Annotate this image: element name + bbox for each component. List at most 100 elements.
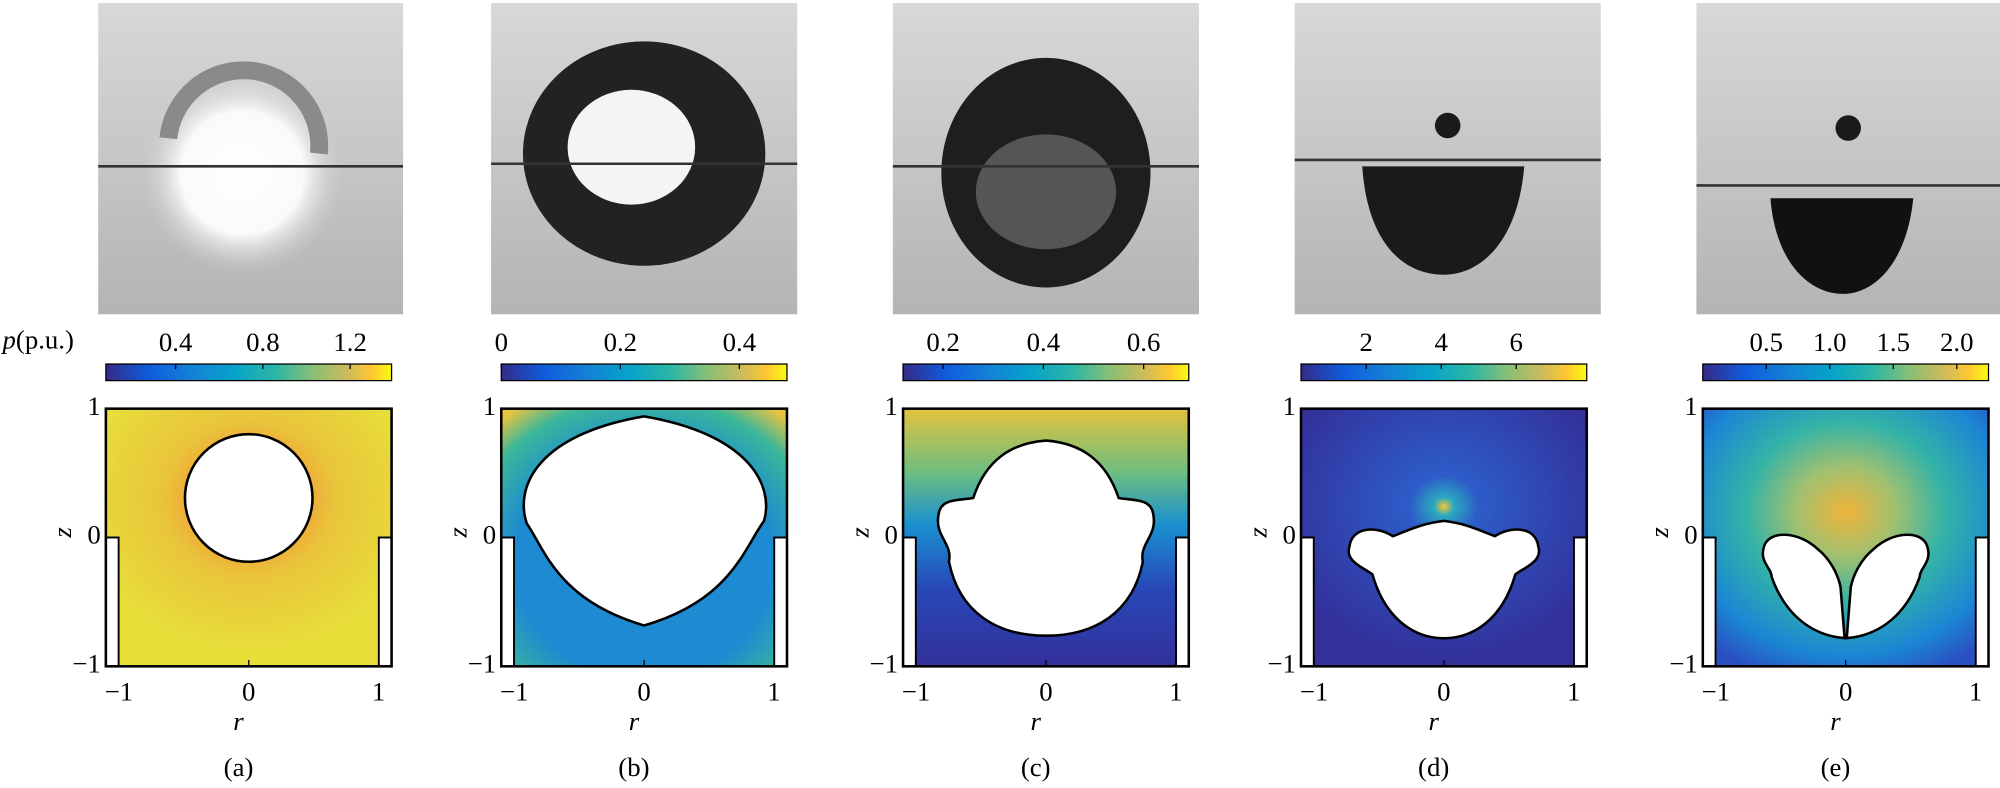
colorbar-tick-label: 0.4 xyxy=(159,327,192,357)
y-tick-label: 1 xyxy=(87,391,100,421)
x-tick-label: −1 xyxy=(1702,677,1730,707)
colorbar-tick-label: 0.6 xyxy=(1127,327,1160,357)
colorbar-tick-label: 1.2 xyxy=(333,327,366,357)
x-tick-label: 0 xyxy=(637,677,650,707)
x-tick-label: 0 xyxy=(1039,677,1052,707)
photos xyxy=(98,3,2000,315)
colorbar xyxy=(500,363,788,382)
photo-glow xyxy=(567,89,696,205)
panel-label: (e) xyxy=(1821,752,1851,782)
colorbar-tick-label: 4 xyxy=(1435,327,1448,357)
photo-inner xyxy=(975,134,1117,250)
y-tick-label: 0 xyxy=(87,520,100,550)
y-tick-label: 0 xyxy=(1684,520,1697,550)
panel-label: (d) xyxy=(1418,752,1449,782)
wall xyxy=(773,536,788,668)
x-tick-label: 1 xyxy=(1169,677,1182,707)
y-axis-label: z xyxy=(47,527,77,539)
y-tick-label: −1 xyxy=(468,648,496,678)
x-tick-label: 0 xyxy=(1839,677,1852,707)
y-tick-label: 0 xyxy=(1283,520,1296,550)
water-lines xyxy=(98,158,2000,187)
panel-label: (a) xyxy=(224,752,254,782)
x-tick-label: 1 xyxy=(1969,677,1982,707)
colorbar xyxy=(902,363,1190,382)
panel-label: (c) xyxy=(1021,752,1051,782)
colorbar xyxy=(105,363,393,382)
photo-bubble xyxy=(1770,198,1914,294)
y-tick-label: −1 xyxy=(1267,648,1295,678)
photo-jet xyxy=(1434,112,1461,139)
wall xyxy=(902,536,917,668)
photo-rim xyxy=(159,61,329,155)
x-tick-label: 1 xyxy=(1567,677,1580,707)
y-tick-label: 1 xyxy=(1684,391,1697,421)
y-axis-label: z xyxy=(443,527,473,539)
y-axis-label: z xyxy=(1644,527,1674,539)
wall xyxy=(1573,536,1588,668)
unit: (p.u.) xyxy=(16,324,74,354)
panel: 2 4 6 −1 0 1 −1 0 1 r z (d) xyxy=(1242,327,1589,782)
y-tick-label: 1 xyxy=(885,391,898,421)
photo-bubble xyxy=(1362,166,1525,275)
y-tick-label: −1 xyxy=(72,648,100,678)
x-axis-label: r xyxy=(629,706,640,736)
x-axis-label: r xyxy=(1031,706,1042,736)
panel: 0 0.2 0.4 −1 0 1 −1 0 1 r z (b) xyxy=(443,327,789,782)
x-tick-label: −1 xyxy=(902,677,930,707)
colorbar-tick-label: 0.4 xyxy=(723,327,756,357)
x-tick-label: 1 xyxy=(767,677,780,707)
colorbar-tick-label: 0.2 xyxy=(926,327,959,357)
wall xyxy=(1300,536,1315,668)
x-tick-label: −1 xyxy=(500,677,528,707)
photo-bubble xyxy=(140,70,345,275)
panel-label: (b) xyxy=(618,752,649,782)
panel: 0.2 0.4 0.6 −1 0 1 −1 0 1 r z (c) xyxy=(844,327,1191,782)
y-tick-label: 1 xyxy=(483,391,496,421)
photo-jet xyxy=(1835,115,1861,141)
y-tick-label: 0 xyxy=(483,520,496,550)
y-tick-label: −1 xyxy=(869,648,897,678)
x-axis-label: r xyxy=(1830,706,1841,736)
colorbar-tick-label: 0.5 xyxy=(1750,327,1783,357)
colorbar-tick-label: 2.0 xyxy=(1940,327,1973,357)
bubble xyxy=(1347,519,1541,640)
y-axis-label: z xyxy=(844,527,874,539)
bubble xyxy=(522,415,768,627)
colorbar-tick-label: 0.8 xyxy=(246,327,279,357)
x-tick-label: 0 xyxy=(1437,677,1450,707)
pressure-field xyxy=(1702,408,1989,667)
colorbar-tick-label: 0.4 xyxy=(1027,327,1060,357)
y-tick-label: 1 xyxy=(1283,391,1296,421)
colorbar-tick-label: 1.0 xyxy=(1813,327,1846,357)
x-tick-label: −1 xyxy=(105,677,133,707)
wall xyxy=(500,536,515,668)
wall xyxy=(1974,536,1990,668)
bubble xyxy=(1761,533,1930,640)
cbar-title: p(p.u.) xyxy=(1,324,74,354)
colorbar-tick-label: 0.2 xyxy=(604,327,637,357)
x-tick-label: 1 xyxy=(372,677,385,707)
colorbar-tick-label: 1.5 xyxy=(1877,327,1910,357)
x-axis-label: r xyxy=(1428,706,1439,736)
symbol: p xyxy=(1,324,16,354)
wall xyxy=(104,536,120,668)
wall xyxy=(1701,536,1717,668)
y-tick-label: −1 xyxy=(1669,648,1697,678)
wall xyxy=(1175,536,1190,668)
x-tick-label: −1 xyxy=(1300,677,1328,707)
colorbar-tick-label: 6 xyxy=(1510,327,1523,357)
x-tick-label: 0 xyxy=(242,677,255,707)
bubble xyxy=(936,439,1156,637)
bubble xyxy=(183,432,314,564)
panel: 0.4 0.8 1.2 −1 0 1 −1 0 1 r z (a) xyxy=(47,327,393,782)
x-axis-label: r xyxy=(233,706,244,736)
colorbar-tick-label: 0 xyxy=(495,327,508,357)
panel: 0.5 1.0 1.5 2.0 −1 0 1 −1 0 1 r z (e) xyxy=(1644,327,1990,782)
colorbar-tick-label: 2 xyxy=(1360,327,1373,357)
y-tick-label: 0 xyxy=(885,520,898,550)
wall xyxy=(377,536,393,668)
colorbar xyxy=(1300,363,1588,382)
y-axis-label: z xyxy=(1242,527,1272,539)
